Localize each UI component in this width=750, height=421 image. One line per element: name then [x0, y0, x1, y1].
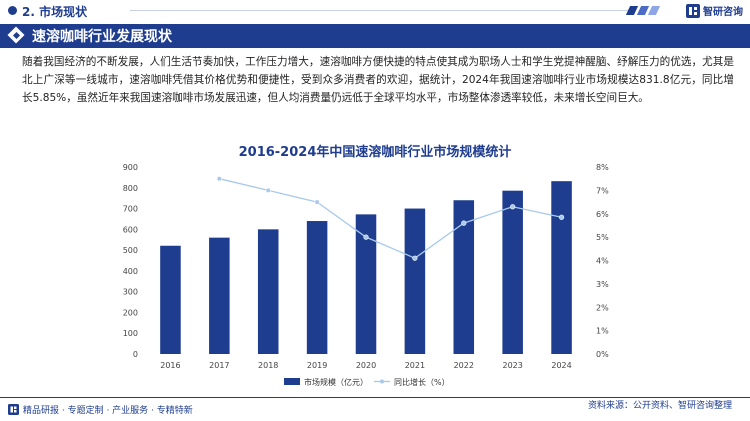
- growth-point: [510, 204, 516, 210]
- legend-bar-swatch: [284, 378, 300, 385]
- service-icon: [8, 404, 19, 415]
- legend-line-marker: [380, 379, 384, 384]
- market-size-bar: [355, 214, 377, 354]
- y-left-tick-label: 300: [123, 288, 138, 297]
- y-left-tick-label: 800: [123, 184, 138, 193]
- x-tick-label: 2016: [160, 361, 180, 370]
- x-tick-label: 2024: [551, 361, 571, 370]
- y-left-tick-label: 100: [123, 329, 138, 338]
- market-size-bar: [502, 190, 523, 354]
- legend-line-label: 同比增长（%）: [394, 377, 450, 387]
- growth-point: [558, 214, 565, 220]
- growth-point: [265, 187, 271, 193]
- footer-tags: 精品研报 · 专题定制 · 产业服务 · 专精特新: [8, 403, 193, 416]
- growth-point: [216, 176, 222, 182]
- x-tick-label: 2020: [356, 361, 376, 370]
- market-size-bar: [209, 237, 230, 354]
- growth-point: [314, 199, 320, 205]
- market-size-bar: [257, 229, 279, 354]
- data-source: 资料来源：公开资料、智研咨询整理: [587, 401, 732, 411]
- y-right-tick-label: 7%: [596, 186, 609, 195]
- y-left-tick-label: 700: [123, 205, 138, 214]
- header-divider: [130, 10, 630, 11]
- y-right-tick-label: 1%: [596, 327, 609, 336]
- y-right-tick-label: 2%: [596, 303, 609, 312]
- x-tick-label: 2023: [502, 361, 522, 370]
- growth-point: [412, 255, 418, 261]
- y-right-tick-label: 4%: [596, 257, 609, 266]
- section-bullet-icon: [8, 6, 17, 15]
- market-size-bar: [160, 245, 181, 354]
- market-size-bar: [453, 200, 475, 354]
- footer-tags-text: 精品研报 · 专题定制 · 产业服务 · 专精特新: [23, 406, 193, 416]
- brand-logo[interactable]: 智研咨询: [686, 3, 743, 18]
- description-paragraph: 随着我国经济的不断发展，人们生活节奏加快，工作压力增大，速溶咖啡方便快捷的特点使…: [22, 56, 734, 104]
- y-right-tick-label: 8%: [596, 163, 609, 172]
- footer-divider: [0, 397, 750, 398]
- y-left-tick-label: 600: [123, 225, 138, 234]
- y-left-tick-label: 200: [123, 308, 138, 317]
- x-tick-label: 2017: [209, 361, 229, 370]
- legend-bar-label: 市场规模（亿元）: [304, 377, 368, 387]
- y-right-tick-label: 3%: [596, 280, 609, 289]
- y-right-tick-label: 0%: [596, 350, 609, 359]
- growth-point: [461, 220, 467, 226]
- growth-line: [219, 178, 562, 259]
- x-tick-label: 2022: [454, 361, 474, 370]
- market-size-bar: [306, 221, 328, 354]
- brand-name: 智研咨询: [703, 7, 743, 18]
- y-right-tick-label: 6%: [596, 210, 609, 219]
- x-tick-label: 2019: [307, 361, 327, 370]
- banner-title: 速溶咖啡行业发展现状: [32, 29, 172, 45]
- y-left-tick-label: 400: [123, 267, 138, 276]
- y-left-tick-label: 0: [133, 350, 138, 359]
- x-tick-label: 2021: [405, 361, 425, 370]
- section-title: 2. 市场现状: [22, 5, 88, 19]
- y-left-tick-label: 900: [123, 163, 138, 172]
- market-size-bar: [404, 208, 426, 354]
- chart-title: 2016-2024年中国速溶咖啡行业市场规模统计: [238, 145, 512, 160]
- market-size-bar: [551, 181, 572, 354]
- y-left-tick-label: 500: [123, 246, 138, 255]
- brand-logo-icon: [686, 3, 700, 18]
- growth-point: [363, 234, 369, 240]
- y-right-tick-label: 5%: [596, 233, 609, 242]
- title-banner: 速溶咖啡行业发展现状: [0, 24, 750, 48]
- top-bar: 2. 市场现状 智研咨询: [0, 0, 750, 22]
- x-tick-label: 2018: [258, 361, 278, 370]
